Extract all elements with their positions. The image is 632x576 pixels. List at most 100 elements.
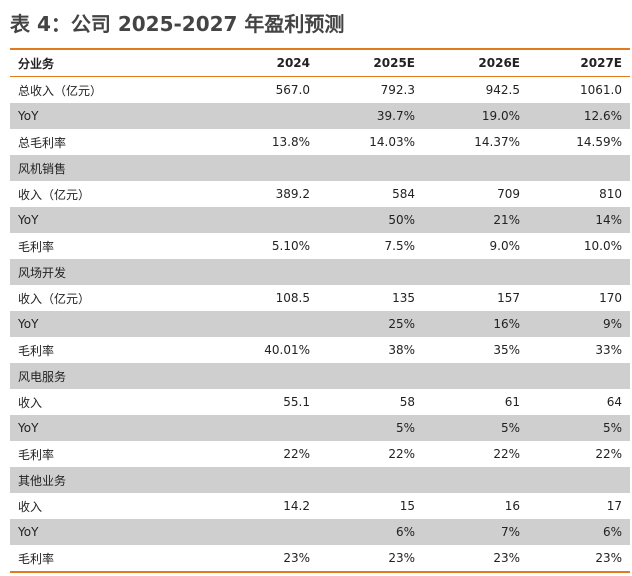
table-row: YoY 6% 7% 6% [10, 519, 630, 545]
table-cell: 792.3 [380, 83, 415, 97]
table-title: 表 4：公司 2025-2027 年盈利预测 [10, 12, 345, 36]
header-2027e: 2027E [580, 56, 622, 70]
row-label: 收入（亿元） [18, 291, 91, 306]
table-row: YoY 39.7% 19.0% 12.6% [10, 103, 630, 129]
table-cell: 50% [388, 213, 415, 227]
table-cell: 6% [395, 525, 415, 539]
table-cell: 38% [388, 343, 415, 357]
table-cell: 35% [493, 343, 520, 357]
row-label: 毛利率 [18, 551, 55, 566]
table-cell: 13.8% [271, 135, 310, 149]
header-2026e: 2026E [478, 56, 520, 70]
table-cell: 39.7% [376, 109, 415, 123]
row-label: 风机销售 [18, 161, 67, 176]
table-cell: 108.5 [275, 291, 310, 305]
table-cell: 21% [493, 213, 520, 227]
table-cell: 6% [602, 525, 622, 539]
row-label: 总收入（亿元） [18, 83, 103, 98]
row-label: YoY [18, 317, 39, 331]
table-cell: 5% [500, 421, 520, 435]
table-cell: 5% [602, 421, 622, 435]
forecast-table: 分业务 2024 2025E 2026E 2027E 总收入（亿元） 567.0 7… [10, 48, 630, 573]
row-label: 风电服务 [18, 369, 67, 384]
table-row: 风机销售 [10, 155, 630, 181]
table-cell: 389.2 [275, 187, 310, 201]
table-row: 收入 14.2 15 16 17 [10, 493, 630, 519]
row-label: YoY [18, 421, 39, 435]
table-cell: 40.01% [264, 343, 310, 357]
row-label: 其他业务 [18, 473, 67, 488]
row-label: YoY [18, 213, 39, 227]
table-cell: 23% [283, 551, 310, 565]
table-row: 总收入（亿元） 567.0 792.3 942.5 1061.0 [10, 77, 630, 103]
table-cell: 170 [599, 291, 622, 305]
table-cell: 14.03% [369, 135, 415, 149]
table-cell: 14.2 [283, 499, 310, 513]
table-row: YoY 25% 16% 9% [10, 311, 630, 337]
table-cell: 9% [602, 317, 622, 331]
table-row: 毛利率 22% 22% 22% 22% [10, 441, 630, 467]
table-body: 总收入（亿元） 567.0 792.3 942.5 1061.0 YoY 39.7% 19.0… [10, 77, 630, 573]
table-cell: 25% [388, 317, 415, 331]
table-cell: 23% [493, 551, 520, 565]
row-label: YoY [18, 525, 39, 539]
table-cell: 64 [606, 395, 622, 409]
row-label: 收入 [18, 395, 43, 410]
table-cell: 16% [493, 317, 520, 331]
table-cell: 157 [497, 291, 520, 305]
row-label: 毛利率 [18, 343, 55, 358]
table-cell: 942.5 [485, 83, 520, 97]
table-cell: 19.0% [481, 109, 520, 123]
table-cell: 61 [504, 395, 520, 409]
table-cell: 14.37% [474, 135, 520, 149]
header-2025e: 2025E [373, 56, 415, 70]
table-cell: 22% [388, 447, 415, 461]
table-row: 毛利率 23% 23% 23% 23% [10, 545, 630, 573]
row-label: 总毛利率 [18, 135, 67, 150]
table-cell: 12.6% [583, 109, 622, 123]
table-row: 风电服务 [10, 363, 630, 389]
table-cell: 7.5% [384, 239, 416, 253]
table-row: 总毛利率 13.8% 14.03% 14.37% 14.59% [10, 129, 630, 155]
row-label: 收入 [18, 499, 43, 514]
table-cell: 58 [399, 395, 415, 409]
table-cell: 22% [493, 447, 520, 461]
row-label: YoY [18, 109, 39, 123]
table-row: YoY 5% 5% 5% [10, 415, 630, 441]
table-cell: 810 [599, 187, 622, 201]
table-cell: 14% [595, 213, 622, 227]
table-cell: 23% [595, 551, 622, 565]
table-cell: 567.0 [275, 83, 310, 97]
row-label: 毛利率 [18, 447, 55, 462]
row-label: 毛利率 [18, 239, 55, 254]
row-label: 风场开发 [18, 265, 67, 280]
table-cell: 10.0% [583, 239, 622, 253]
table-cell: 135 [392, 291, 415, 305]
table-row: 收入（亿元） 389.2 584 709 810 [10, 181, 630, 207]
table-row: YoY 50% 21% 14% [10, 207, 630, 233]
table-cell: 55.1 [283, 395, 310, 409]
table-row: 其他业务 [10, 467, 630, 493]
table-cell: 1061.0 [580, 83, 622, 97]
table-cell: 14.59% [576, 135, 622, 149]
table-row: 毛利率 5.10% 7.5% 9.0% 10.0% [10, 233, 630, 259]
table-cell: 5.10% [271, 239, 310, 253]
table-cell: 709 [497, 187, 520, 201]
table-cell: 23% [388, 551, 415, 565]
table-cell: 16 [504, 499, 520, 513]
table-cell: 7% [500, 525, 520, 539]
row-label: 收入（亿元） [18, 187, 91, 202]
header-business: 分业务 [18, 56, 55, 71]
table-cell: 33% [595, 343, 622, 357]
table-row: 风场开发 [10, 259, 630, 285]
table-row: 毛利率 40.01% 38% 35% 33% [10, 337, 630, 363]
table-cell: 17 [606, 499, 622, 513]
table-cell: 9.0% [489, 239, 521, 253]
table-header-row: 分业务 2024 2025E 2026E 2027E [10, 48, 630, 77]
table-cell: 22% [283, 447, 310, 461]
table-row: 收入 55.1 58 61 64 [10, 389, 630, 415]
table-cell: 584 [392, 187, 415, 201]
table-cell: 15 [399, 499, 415, 513]
table-row: 收入（亿元） 108.5 135 157 170 [10, 285, 630, 311]
table-cell: 22% [595, 447, 622, 461]
